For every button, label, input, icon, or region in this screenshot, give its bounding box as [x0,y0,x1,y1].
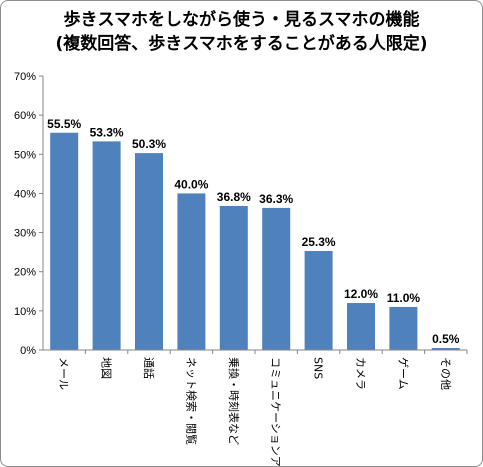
y-tick-label: 70% [14,71,36,83]
bar [389,306,418,350]
bar [219,205,248,350]
y-tick-label: 50% [14,149,36,161]
data-label: 40.0% [174,177,208,191]
x-tick-label: ネット検索・閲覧 [184,357,198,445]
chart-title: 歩きスマホをしながら使う・見るスマホの機能 [63,10,420,30]
y-tick-label: 60% [14,110,36,122]
x-tick-label: SNS [312,357,325,379]
x-tick-label: 乗換・時刻表など [227,357,241,445]
x-tick-label: ゲーム [396,357,409,390]
y-axis: 0% 10% 20% 30% 40% 50% 60% 70% [14,71,44,357]
bar [304,250,333,350]
y-tick-label: 20% [14,267,36,279]
y-tick-label: 0% [20,345,36,357]
chart-subtitle: (複数回答、歩きスマホをすることがある人限定) [55,34,428,54]
bar [347,303,375,350]
x-tick-label: 通話 [142,357,156,379]
data-label: 11.0% [387,291,421,305]
data-label: 12.0% [344,287,378,301]
data-label: 53.3% [90,125,124,139]
bar [431,348,460,350]
data-label: 0.5% [432,332,460,346]
data-label: 55.5% [47,117,81,131]
x-tick-label: コミュニケーションアプリ [269,357,282,467]
bar [135,153,163,350]
y-tick-label: 10% [14,306,36,318]
bars [50,132,460,350]
data-label: 36.8% [217,190,251,204]
chart-title-block: 歩きスマホをしながら使う・見るスマホの機能 (複数回答、歩きスマホをすることがあ… [0,8,483,56]
bar [177,193,206,350]
data-label: 25.3% [302,235,336,249]
bar [92,141,121,350]
x-axis: メール 地図 通話 ネット検索・閲覧 乗換・時刻表など コミュニケーションアプリ SNS カメ… [43,349,468,467]
bar [262,207,291,350]
x-tick-label: カメラ [354,357,367,390]
data-labels: 55.5% 53.3% 50.3% 40.0% 36.8% 36.3% 25.3% 12.0%… [47,117,460,346]
y-tick-label: 40% [14,188,36,200]
bar [50,132,79,350]
data-label: 36.3% [259,192,293,206]
x-tick-label: その他 [439,357,452,390]
y-tick-label: 30% [14,228,36,240]
data-label: 50.3% [132,137,166,151]
x-tick-label: メール [57,357,70,390]
x-tick-label: 地図 [100,357,113,379]
